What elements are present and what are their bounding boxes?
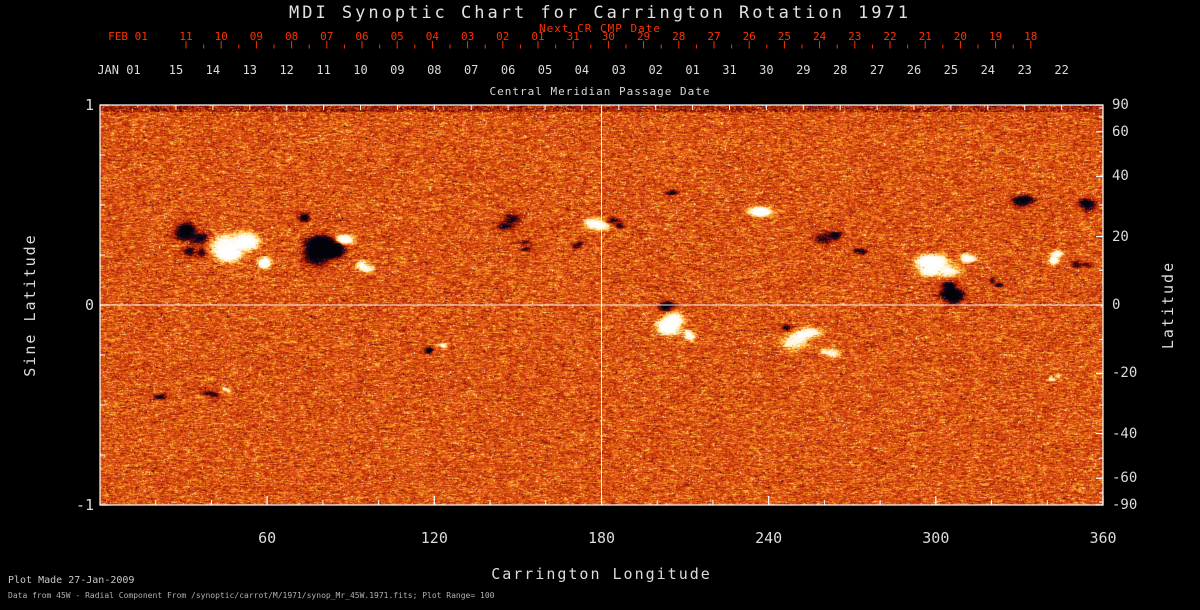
cmp-date-label: 22 xyxy=(1049,63,1075,77)
x-tick-label: 240 xyxy=(744,529,794,547)
x-tick-label: 300 xyxy=(911,529,961,547)
cmp-date-label: 01 xyxy=(680,63,706,77)
next-cr-date-label: 19 xyxy=(983,30,1009,43)
next-cr-date-label: 25 xyxy=(771,30,797,43)
next-cr-date-label: 30 xyxy=(595,30,621,43)
feb-axis-start-label: FEB 01 xyxy=(99,30,157,43)
right-y-tick-label: 0 xyxy=(1112,297,1156,313)
next-cr-date-label: 22 xyxy=(877,30,903,43)
cmp-date-label: 06 xyxy=(495,63,521,77)
cmp-date-label: 08 xyxy=(421,63,447,77)
x-tick-label: 360 xyxy=(1078,529,1128,547)
right-y-tick-label: -90 xyxy=(1112,497,1156,513)
cmp-date-label: 27 xyxy=(864,63,890,77)
next-cr-date-label: 03 xyxy=(455,30,481,43)
right-y-tick-label: -20 xyxy=(1112,365,1156,381)
cmp-date-label: 15 xyxy=(163,63,189,77)
x-tick-label: 120 xyxy=(409,529,459,547)
cmp-date-label: 03 xyxy=(606,63,632,77)
cmp-date-label: 30 xyxy=(753,63,779,77)
next-cr-date-label: 31 xyxy=(560,30,586,43)
cmp-date-label: 31 xyxy=(717,63,743,77)
right-y-tick-label: 20 xyxy=(1112,229,1156,245)
x-axis-title: Carrington Longitude xyxy=(100,565,1103,583)
cmp-date-label: 28 xyxy=(827,63,853,77)
right-y-tick-label: 60 xyxy=(1112,124,1156,140)
next-cr-date-label: 29 xyxy=(631,30,657,43)
cmp-date-label: 05 xyxy=(532,63,558,77)
next-cr-date-label: 06 xyxy=(349,30,375,43)
cmp-date-label: 26 xyxy=(901,63,927,77)
cmp-date-label: 09 xyxy=(384,63,410,77)
next-cr-date-label: 08 xyxy=(279,30,305,43)
next-cr-date-label: 11 xyxy=(173,30,199,43)
left-y-tick-label: 0 xyxy=(54,296,94,314)
x-tick-label: 180 xyxy=(577,529,627,547)
right-y-tick-label: 90 xyxy=(1112,97,1156,113)
data-source-caption: Data from 45W - Radial Component From /s… xyxy=(8,591,494,600)
cmp-date-label: 12 xyxy=(274,63,300,77)
next-cr-date-label: 02 xyxy=(490,30,516,43)
next-cr-date-label: 20 xyxy=(947,30,973,43)
jan-axis-start-label: JAN 01 xyxy=(90,63,148,77)
next-cr-date-label: 23 xyxy=(842,30,868,43)
cmp-date-label: 25 xyxy=(938,63,964,77)
cmp-date-label: 02 xyxy=(643,63,669,77)
right-y-tick-label: -60 xyxy=(1112,470,1156,486)
right-y-axis-title: Latitude xyxy=(1159,261,1177,349)
cmp-date-label: 13 xyxy=(237,63,263,77)
next-cr-date-label: 24 xyxy=(807,30,833,43)
cmp-date-label: 07 xyxy=(458,63,484,77)
left-y-axis-title: Sine Latitude xyxy=(21,233,39,376)
synoptic-chart-root: MDI Synoptic Chart for Carrington Rotati… xyxy=(0,0,1200,610)
next-cr-date-label: 27 xyxy=(701,30,727,43)
chart-title: MDI Synoptic Chart for Carrington Rotati… xyxy=(0,3,1200,23)
cmp-date-label: 10 xyxy=(348,63,374,77)
cmp-date-axis-title: Central Meridian Passage Date xyxy=(0,85,1200,98)
right-y-tick-label: 40 xyxy=(1112,168,1156,184)
next-cr-date-label: 28 xyxy=(666,30,692,43)
plot-made-caption: Plot Made 27-Jan-2009 xyxy=(8,575,134,586)
next-cr-date-label: 10 xyxy=(208,30,234,43)
right-y-tick-label: -40 xyxy=(1112,426,1156,442)
cmp-date-label: 04 xyxy=(569,63,595,77)
magnetogram-heatmap xyxy=(100,105,1103,505)
cmp-date-label: 29 xyxy=(790,63,816,77)
cmp-date-label: 24 xyxy=(975,63,1001,77)
left-y-tick-label: -1 xyxy=(54,496,94,514)
x-tick-label: 60 xyxy=(242,529,292,547)
next-cr-date-label: 04 xyxy=(419,30,445,43)
next-cr-date-label: 26 xyxy=(736,30,762,43)
next-cr-date-label: 01 xyxy=(525,30,551,43)
next-cr-date-label: 21 xyxy=(912,30,938,43)
cmp-date-label: 11 xyxy=(311,63,337,77)
cmp-date-label: 14 xyxy=(200,63,226,77)
cmp-date-label: 23 xyxy=(1012,63,1038,77)
next-cr-date-label: 05 xyxy=(384,30,410,43)
left-y-tick-label: 1 xyxy=(54,96,94,114)
next-cr-date-label: 18 xyxy=(1018,30,1044,43)
next-cr-date-label: 07 xyxy=(314,30,340,43)
next-cr-date-label: 09 xyxy=(243,30,269,43)
